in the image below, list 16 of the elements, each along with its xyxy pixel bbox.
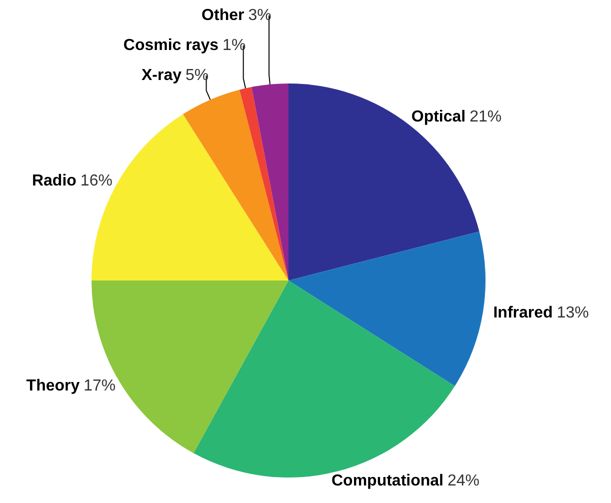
- slice-label: Cosmic rays: [123, 37, 219, 54]
- data-label: 17%: [84, 377, 116, 394]
- slice-label: Infrared: [493, 304, 553, 322]
- slice-label: Other: [202, 7, 244, 24]
- slice-label: Computational: [332, 472, 444, 490]
- slice-label: Optical: [411, 108, 466, 126]
- data-label: 5%: [186, 67, 209, 84]
- data-label: 1%: [222, 37, 246, 54]
- data-label: 13%: [556, 304, 589, 322]
- slice-label: X-ray: [141, 67, 182, 84]
- data-label: 3%: [248, 7, 272, 24]
- slice-label: Theory: [26, 377, 80, 394]
- data-label: 16%: [80, 172, 112, 190]
- data-label: 21%: [470, 108, 502, 126]
- slice-label: Radio: [32, 172, 77, 190]
- data-label: 24%: [448, 472, 480, 490]
